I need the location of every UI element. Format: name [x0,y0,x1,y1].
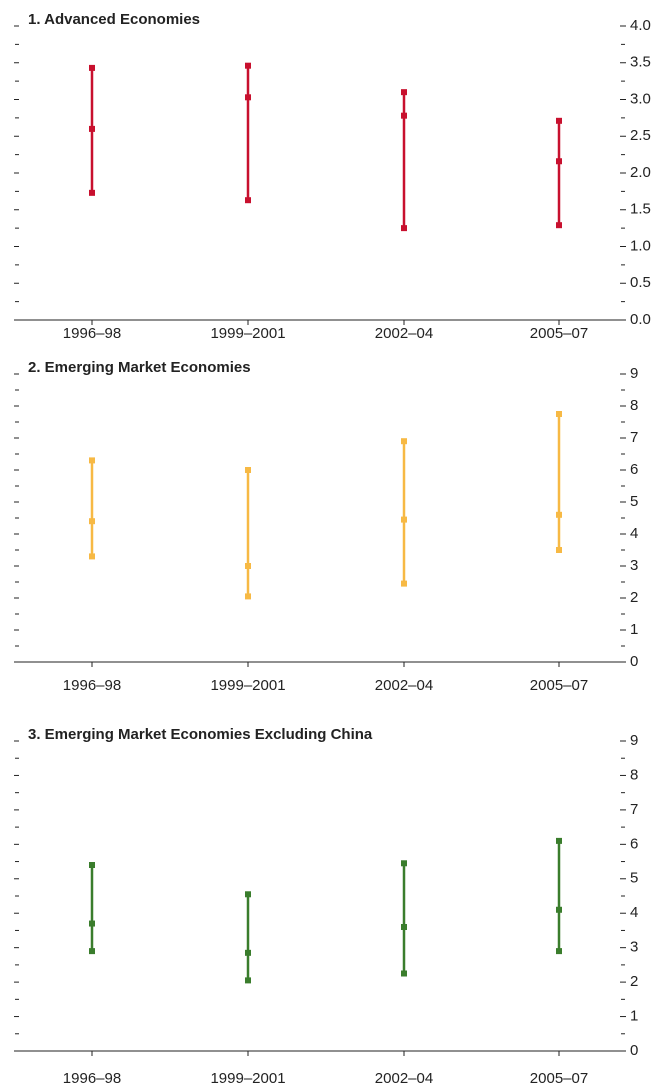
y-tick-label: 9 [630,732,638,749]
x-tick-label: 2002–04 [375,677,433,694]
y-tick-label: 4.0 [630,17,651,34]
range-point [401,89,407,96]
y-tick-label: 7 [630,801,638,818]
y-tick-label: 4 [630,904,638,921]
range-point [245,593,251,600]
y-tick-label: 1.5 [630,201,651,218]
y-tick-label: 8 [630,397,638,414]
y-tick-label: 0.5 [630,274,651,291]
range-point [401,580,407,587]
y-tick-label: 2.0 [630,164,651,181]
x-tick-label: 1999–2001 [210,677,285,694]
y-tick-label: 0.0 [630,311,651,328]
x-tick-label: 2005–07 [530,677,588,694]
x-tick-label: 1996–98 [63,325,121,342]
y-tick-label: 3 [630,557,638,574]
y-tick-label: 1 [630,621,638,638]
x-tick-label: 2005–07 [530,1070,588,1087]
range-point [556,948,562,955]
range-point [401,438,407,445]
chart-title: 3. Emerging Market Economies Excluding C… [28,726,373,743]
range-point [89,64,95,71]
y-tick-label: 4 [630,525,638,542]
range-point [245,467,251,473]
range-point [245,62,251,69]
y-tick-label: 5 [630,493,638,510]
range-point [556,158,562,165]
range-point [89,457,95,464]
range-point [556,222,562,229]
range-point [89,125,95,132]
y-tick-label: 3 [630,939,638,956]
range-point [89,518,95,525]
range-point [245,563,251,569]
x-tick-label: 2005–07 [530,325,588,342]
y-tick-label: 3.5 [630,54,651,71]
y-tick-label: 0 [630,1042,638,1059]
y-tick-label: 2 [630,589,638,606]
range-point [556,837,562,844]
chart-title: 1. Advanced Economies [28,11,200,28]
x-tick-label: 2002–04 [375,1070,433,1087]
range-point [245,197,251,204]
range-point [401,516,407,523]
x-tick-label: 1999–2001 [210,1070,285,1087]
x-tick-label: 1999–2001 [210,325,285,342]
range-point [89,862,95,868]
range-point [89,948,95,955]
y-tick-label: 3.0 [630,90,651,107]
y-tick-label: 0 [630,653,638,670]
range-point [401,924,407,930]
range-point [556,547,562,553]
range-point [89,920,95,927]
range-point [401,860,407,867]
y-tick-label: 9 [630,365,638,382]
chart-title: 2. Emerging Market Economies [28,359,251,376]
range-point [556,906,562,913]
range-point [401,112,407,119]
y-tick-label: 7 [630,429,638,446]
range-point [245,891,251,898]
range-point [245,94,251,101]
range-point [401,970,407,977]
x-tick-label: 1996–98 [63,1070,121,1087]
y-tick-label: 1 [630,1008,638,1025]
x-tick-label: 1996–98 [63,677,121,694]
range-point [245,949,251,956]
range-point [556,511,562,518]
y-tick-label: 2 [630,973,638,990]
y-tick-label: 6 [630,835,638,852]
range-point [89,553,95,560]
y-tick-label: 2.5 [630,127,651,144]
range-point [89,189,95,196]
y-tick-label: 5 [630,870,638,887]
y-tick-label: 8 [630,766,638,783]
range-point [556,411,562,417]
range-point [401,225,407,232]
y-tick-label: 6 [630,461,638,478]
range-point [245,977,251,984]
y-tick-label: 1.0 [630,237,651,254]
x-tick-label: 2002–04 [375,325,433,342]
range-point [556,117,562,124]
